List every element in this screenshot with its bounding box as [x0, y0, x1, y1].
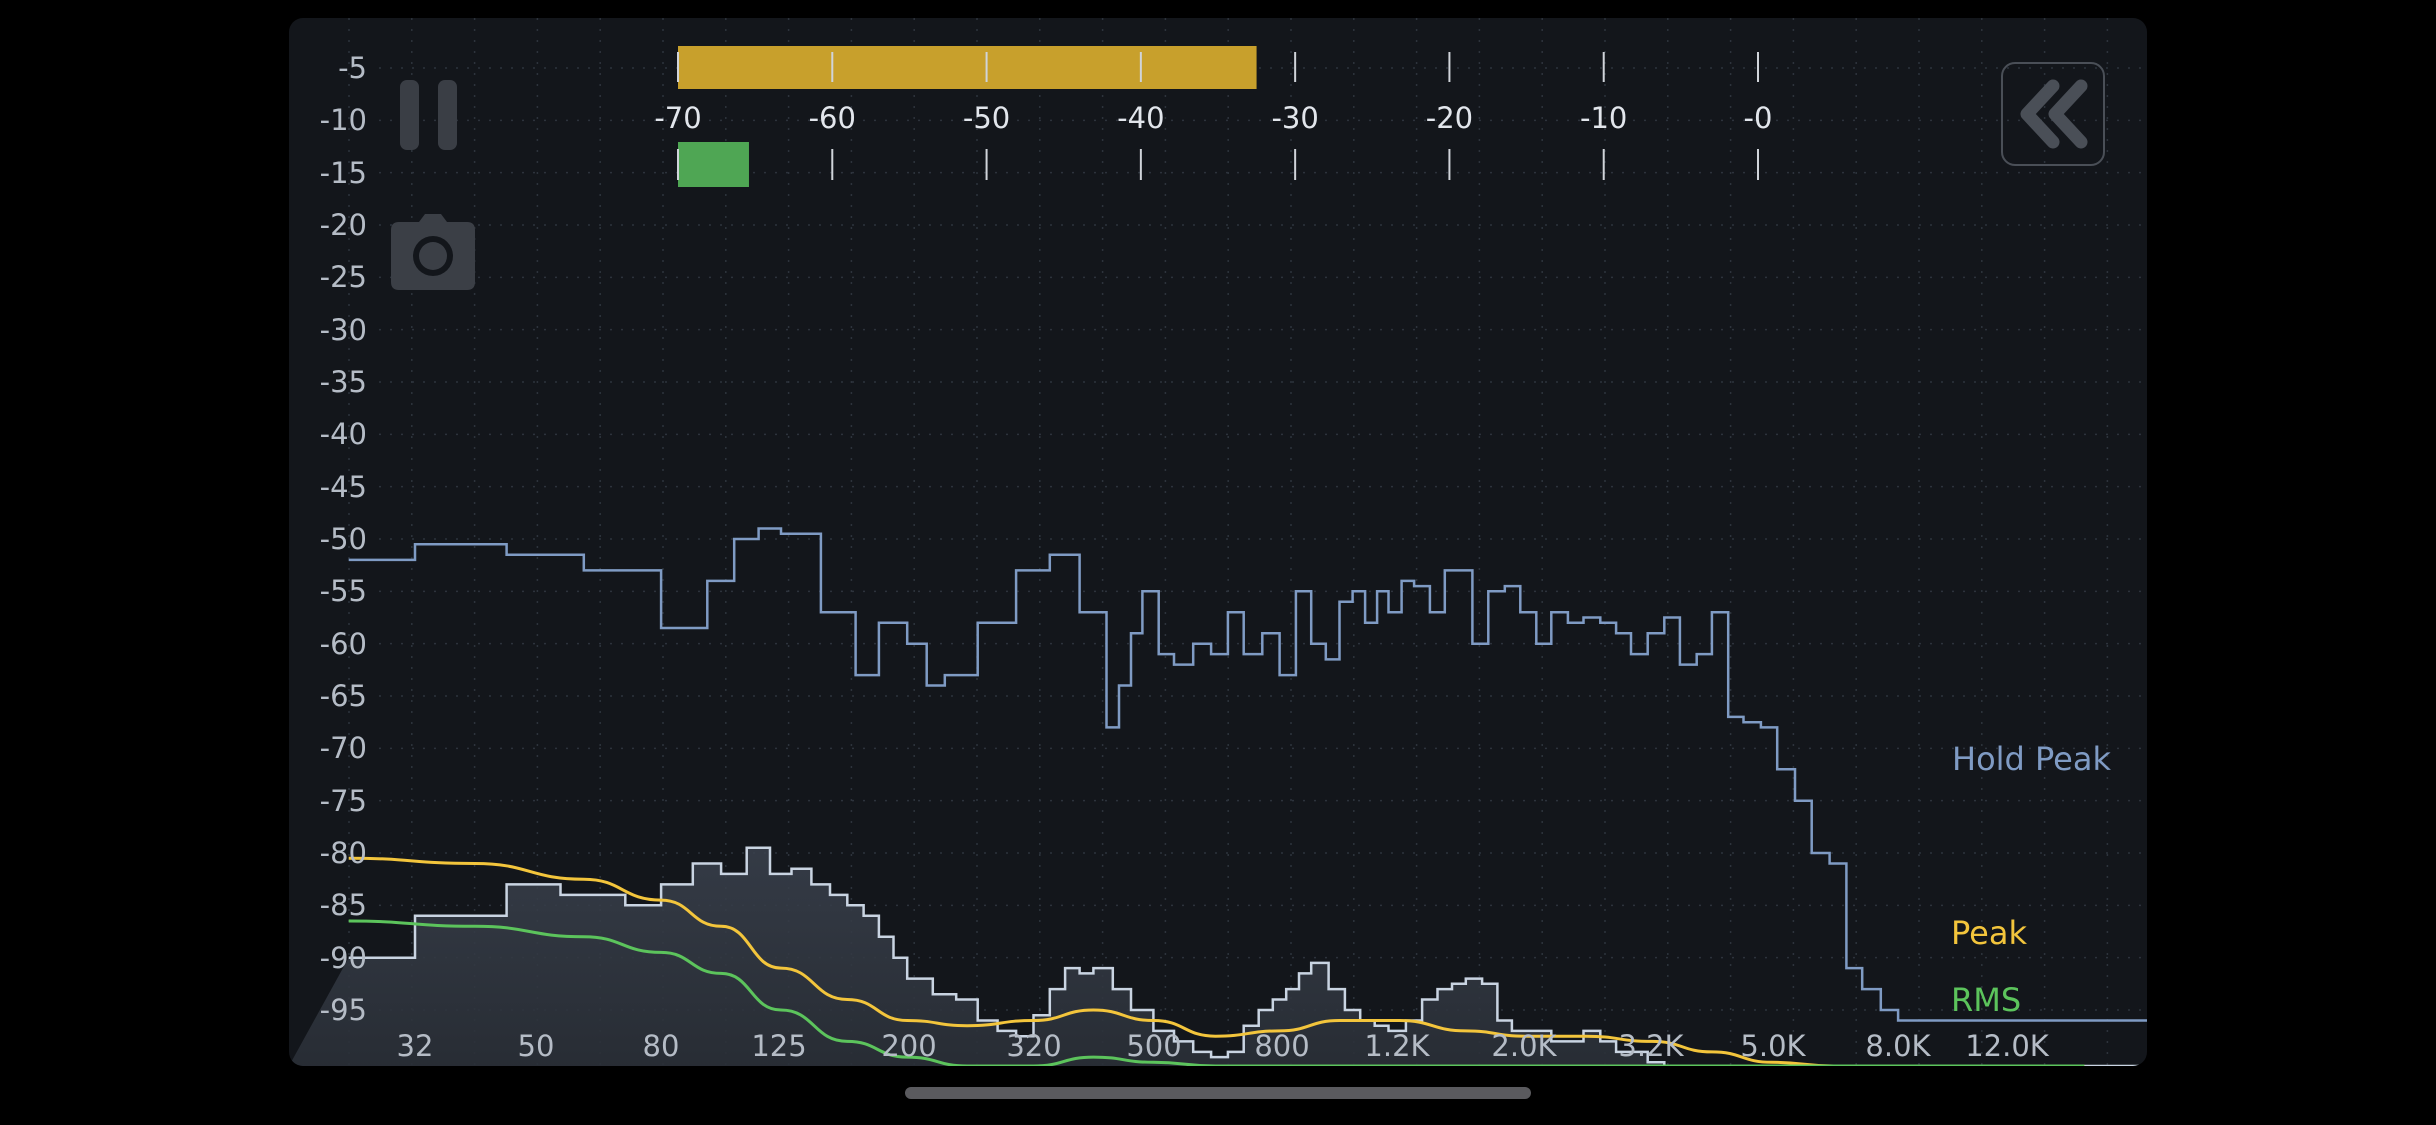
y-axis-label: -20 — [319, 208, 367, 242]
hold-peak-line — [348, 527, 2147, 1022]
y-axis-label: -10 — [319, 103, 367, 138]
y-axis-label: -85 — [319, 888, 367, 923]
meter-scale-label: -20 — [1425, 101, 1474, 135]
x-axis-label: 320 — [1006, 1029, 1062, 1063]
x-axis-label: 32 — [396, 1029, 434, 1063]
legend-peak: Peak — [1951, 914, 2027, 952]
double-chevron-left-icon — [2020, 79, 2088, 149]
analyzer-panel: -5 -10 -15 -20 -25 -30 -35 -40 -45 -50 -55 -60 -65 -7… — [289, 18, 2147, 1066]
y-axis-label: -95 — [319, 993, 367, 1027]
y-axis-label: -50 — [319, 522, 367, 556]
y-axis-label: -25 — [319, 260, 367, 295]
level-meter — [677, 46, 1759, 187]
y-axis-label: -5 — [338, 51, 367, 85]
rms-line — [348, 919, 2085, 1066]
x-axis-label: 12.0K — [1965, 1029, 2049, 1063]
spectrum-series — [289, 527, 2147, 1066]
x-axis-label: 3.2K — [1618, 1029, 1684, 1063]
x-axis-label: 8.0K — [1865, 1029, 1931, 1063]
y-axis-label: -60 — [319, 626, 367, 661]
x-axis-label: 125 — [751, 1029, 807, 1063]
camera-icon — [391, 214, 475, 290]
y-axis-label: -90 — [319, 940, 367, 975]
x-axis-label: 800 — [1254, 1029, 1310, 1063]
pause-icon — [400, 80, 419, 150]
x-axis-label: 200 — [881, 1029, 937, 1063]
y-axis-label: -35 — [319, 365, 367, 399]
spectrum-line — [348, 846, 2147, 1066]
meter-scale-label: -10 — [1580, 101, 1628, 135]
meter-scale-label: -70 — [654, 101, 702, 135]
meter-scale-label: -60 — [808, 101, 856, 135]
y-axis-label: -40 — [319, 417, 367, 452]
x-axis-label: 50 — [517, 1029, 555, 1063]
x-axis-label: 5.0K — [1740, 1029, 1806, 1063]
meter-scale-label: -40 — [1117, 101, 1165, 135]
collapse-button[interactable] — [2001, 62, 2105, 166]
meter-ticks — [677, 52, 1759, 180]
spectrum-area — [289, 847, 2147, 1066]
y-axis-label: -55 — [319, 574, 367, 609]
meter-scale-label: -30 — [1271, 101, 1319, 135]
rms-level-bar — [678, 142, 749, 187]
y-axis-label: -65 — [319, 679, 367, 713]
pause-button[interactable] — [400, 80, 466, 150]
camera-button[interactable] — [389, 212, 477, 292]
x-axis-label: 2.0K — [1491, 1029, 1557, 1063]
y-axis-label: -70 — [319, 731, 367, 766]
meter-scale-label: -0 — [1743, 101, 1773, 135]
home-indicator[interactable] — [905, 1087, 1531, 1099]
peak-level-bar — [678, 46, 1257, 89]
y-axis-label: -15 — [319, 155, 367, 190]
y-axis-label: -80 — [319, 836, 367, 870]
spectrum-chart — [289, 18, 2147, 1066]
x-axis-label: 80 — [642, 1029, 680, 1063]
y-axis-label: -45 — [319, 469, 367, 504]
x-axis-label: 1.2K — [1364, 1029, 1430, 1063]
meter-scale-label: -50 — [962, 101, 1011, 135]
y-axis-label: -30 — [319, 312, 367, 347]
peak-line — [348, 856, 2085, 1066]
legend-hold-peak: Hold Peak — [1952, 740, 2111, 778]
legend-rms: RMS — [1951, 981, 2022, 1019]
x-axis-label: 500 — [1126, 1029, 1182, 1063]
y-axis-label: -75 — [319, 783, 367, 818]
